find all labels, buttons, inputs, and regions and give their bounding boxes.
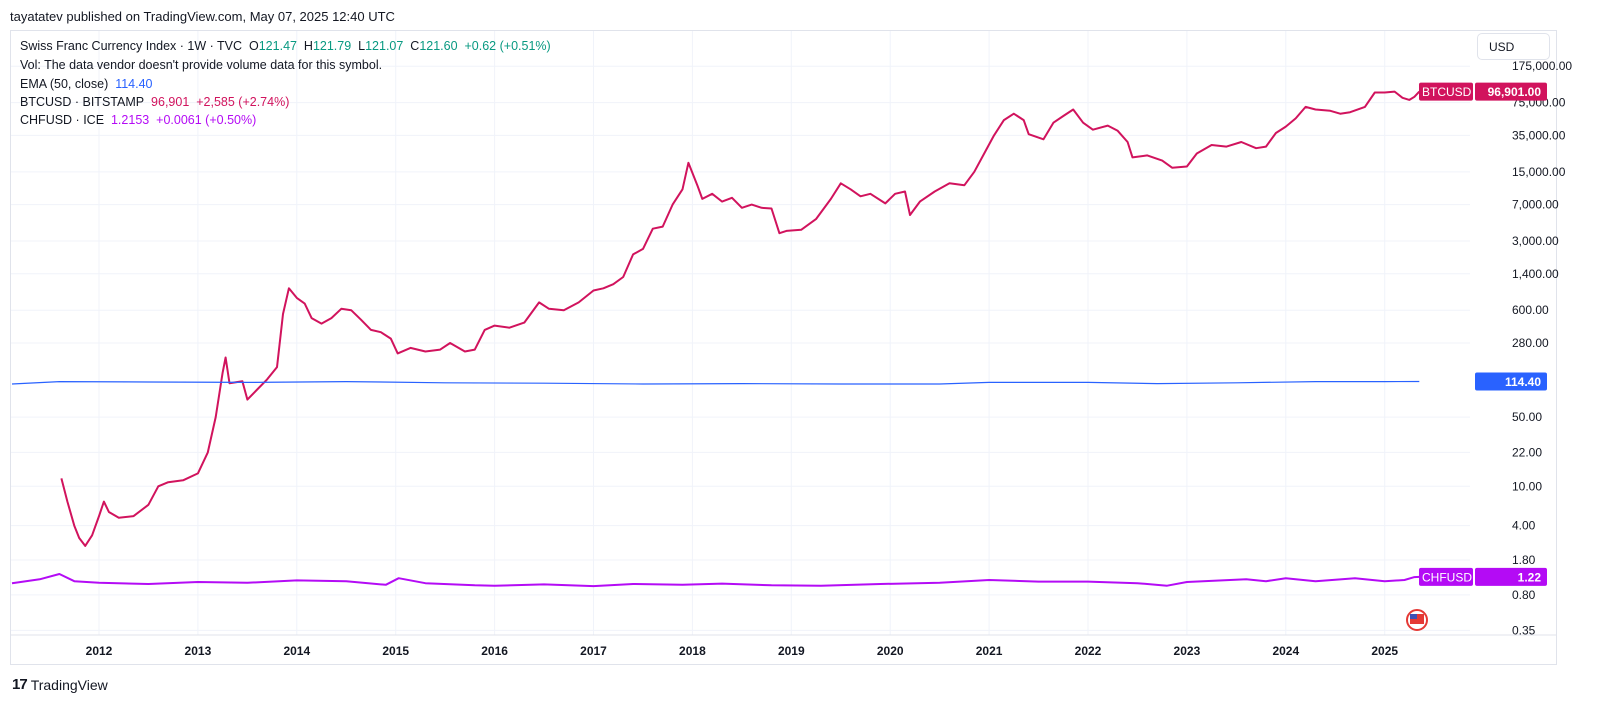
series-label: CHFUSD bbox=[1422, 570, 1472, 584]
us-flag-icon bbox=[1406, 609, 1428, 631]
low-label: L bbox=[358, 39, 366, 53]
price-tag-value: 1.22 bbox=[1518, 570, 1542, 584]
y-tick-label: 0.80 bbox=[1512, 588, 1536, 602]
footer-logo[interactable]: 17 TradingView bbox=[12, 676, 108, 693]
x-tick-label: 2025 bbox=[1371, 644, 1398, 658]
price-tag-1: 114.40 bbox=[1475, 372, 1547, 391]
btc-name: BTCUSD · BITSTAMP bbox=[20, 95, 145, 109]
y-tick-label: 35,000.00 bbox=[1512, 128, 1566, 142]
open-label: O bbox=[249, 39, 259, 53]
y-tick-label: 600.00 bbox=[1512, 303, 1549, 317]
publish-header: tayatatev published on TradingView.com, … bbox=[10, 9, 395, 24]
flag-canton bbox=[1410, 614, 1417, 619]
x-tick-label: 2016 bbox=[481, 644, 508, 658]
y-tick-label: 1,400.00 bbox=[1512, 267, 1559, 281]
legend-ema[interactable]: EMA (50, close) 114.40 bbox=[20, 77, 153, 91]
x-tick-label: 2023 bbox=[1174, 644, 1201, 658]
x-tick-label: 2012 bbox=[86, 644, 113, 658]
y-tick-label: 1.80 bbox=[1512, 553, 1536, 567]
x-tick-label: 2015 bbox=[382, 644, 409, 658]
change-value: +0.62 (+0.51%) bbox=[464, 39, 551, 53]
ema-value: 114.40 bbox=[115, 77, 153, 91]
btcusd-label-tag: BTCUSD bbox=[1419, 82, 1473, 101]
y-tick-label: 7,000.00 bbox=[1512, 198, 1559, 212]
series-label: BTCUSD bbox=[1422, 85, 1472, 99]
btc-value: 96,901 bbox=[151, 95, 190, 109]
x-tick-label: 2013 bbox=[185, 644, 212, 658]
chfusd-label-tag: CHFUSD bbox=[1419, 567, 1473, 586]
footer-brand: TradingView bbox=[30, 676, 108, 693]
legend-chf[interactable]: CHFUSD · ICE 1.2153 +0.0061 (+0.50%) bbox=[20, 113, 256, 127]
price-tag-bg bbox=[1475, 372, 1547, 391]
y-tick-label: 22.00 bbox=[1512, 445, 1542, 459]
close-label: C bbox=[410, 39, 420, 53]
y-tick-label: 0.35 bbox=[1512, 623, 1536, 637]
y-tick-label: 3,000.00 bbox=[1512, 234, 1559, 248]
high-value: 121.79 bbox=[312, 39, 352, 53]
price-tag-bg bbox=[1475, 82, 1547, 101]
high-label: H bbox=[303, 39, 313, 53]
y-tick-label: 280.00 bbox=[1512, 336, 1549, 350]
main-symbol[interactable]: Swiss Franc Currency Index · 1W · TVC bbox=[20, 39, 243, 53]
legend-btc[interactable]: BTCUSD · BITSTAMP 96,901 +2,585 (+2.74%) bbox=[20, 95, 289, 109]
x-tick-label: 2024 bbox=[1272, 644, 1299, 658]
legend-main: Swiss Franc Currency Index · 1W · TVC O1… bbox=[20, 39, 551, 53]
price-tag-2: 1.22 bbox=[1475, 567, 1547, 586]
y-tick-label: 10.00 bbox=[1512, 479, 1542, 493]
x-tick-label: 2018 bbox=[679, 644, 706, 658]
x-tick-label: 2020 bbox=[877, 644, 904, 658]
y-tick-label: 50.00 bbox=[1512, 410, 1542, 424]
close-value: 121.60 bbox=[419, 39, 458, 53]
y-tick-label: 15,000.00 bbox=[1512, 165, 1566, 179]
series-label-bg bbox=[1419, 567, 1473, 586]
price-tag-bg bbox=[1475, 567, 1547, 586]
chf-change: +0.0061 (+0.50%) bbox=[156, 113, 257, 127]
y-tick-label: 175,000.00 bbox=[1512, 59, 1572, 73]
x-tick-label: 2021 bbox=[976, 644, 1003, 658]
x-tick-label: 2022 bbox=[1075, 644, 1102, 658]
chart-frame[interactable] bbox=[10, 30, 1557, 665]
low-value: 121.07 bbox=[365, 39, 404, 53]
price-tag-0: 96,901.00 bbox=[1475, 82, 1547, 101]
ema-name: EMA (50, close) bbox=[20, 77, 109, 91]
chf-name: CHFUSD · ICE bbox=[20, 113, 105, 127]
series-label-bg bbox=[1419, 82, 1473, 101]
chf-value: 1.2153 bbox=[110, 113, 150, 127]
price-tag-value: 114.40 bbox=[1505, 375, 1541, 389]
tradingview-logo-icon: 17 bbox=[12, 676, 28, 693]
open-value: 121.47 bbox=[258, 39, 297, 53]
y-tick-label: 4.00 bbox=[1512, 519, 1536, 533]
currency-button[interactable]: USD bbox=[1477, 33, 1550, 60]
btc-change: +2,585 (+2.74%) bbox=[196, 95, 290, 109]
chf-line bbox=[11, 573, 1420, 588]
btc-line bbox=[60, 90, 1421, 547]
x-tick-label: 2019 bbox=[778, 644, 805, 658]
x-tick-label: 2017 bbox=[580, 644, 607, 658]
ema-line bbox=[11, 380, 1420, 385]
price-tag-value: 96,901.00 bbox=[1488, 85, 1542, 99]
x-tick-label: 2014 bbox=[283, 644, 310, 658]
legend-vol: Vol: The data vendor doesn't provide vol… bbox=[20, 58, 383, 72]
